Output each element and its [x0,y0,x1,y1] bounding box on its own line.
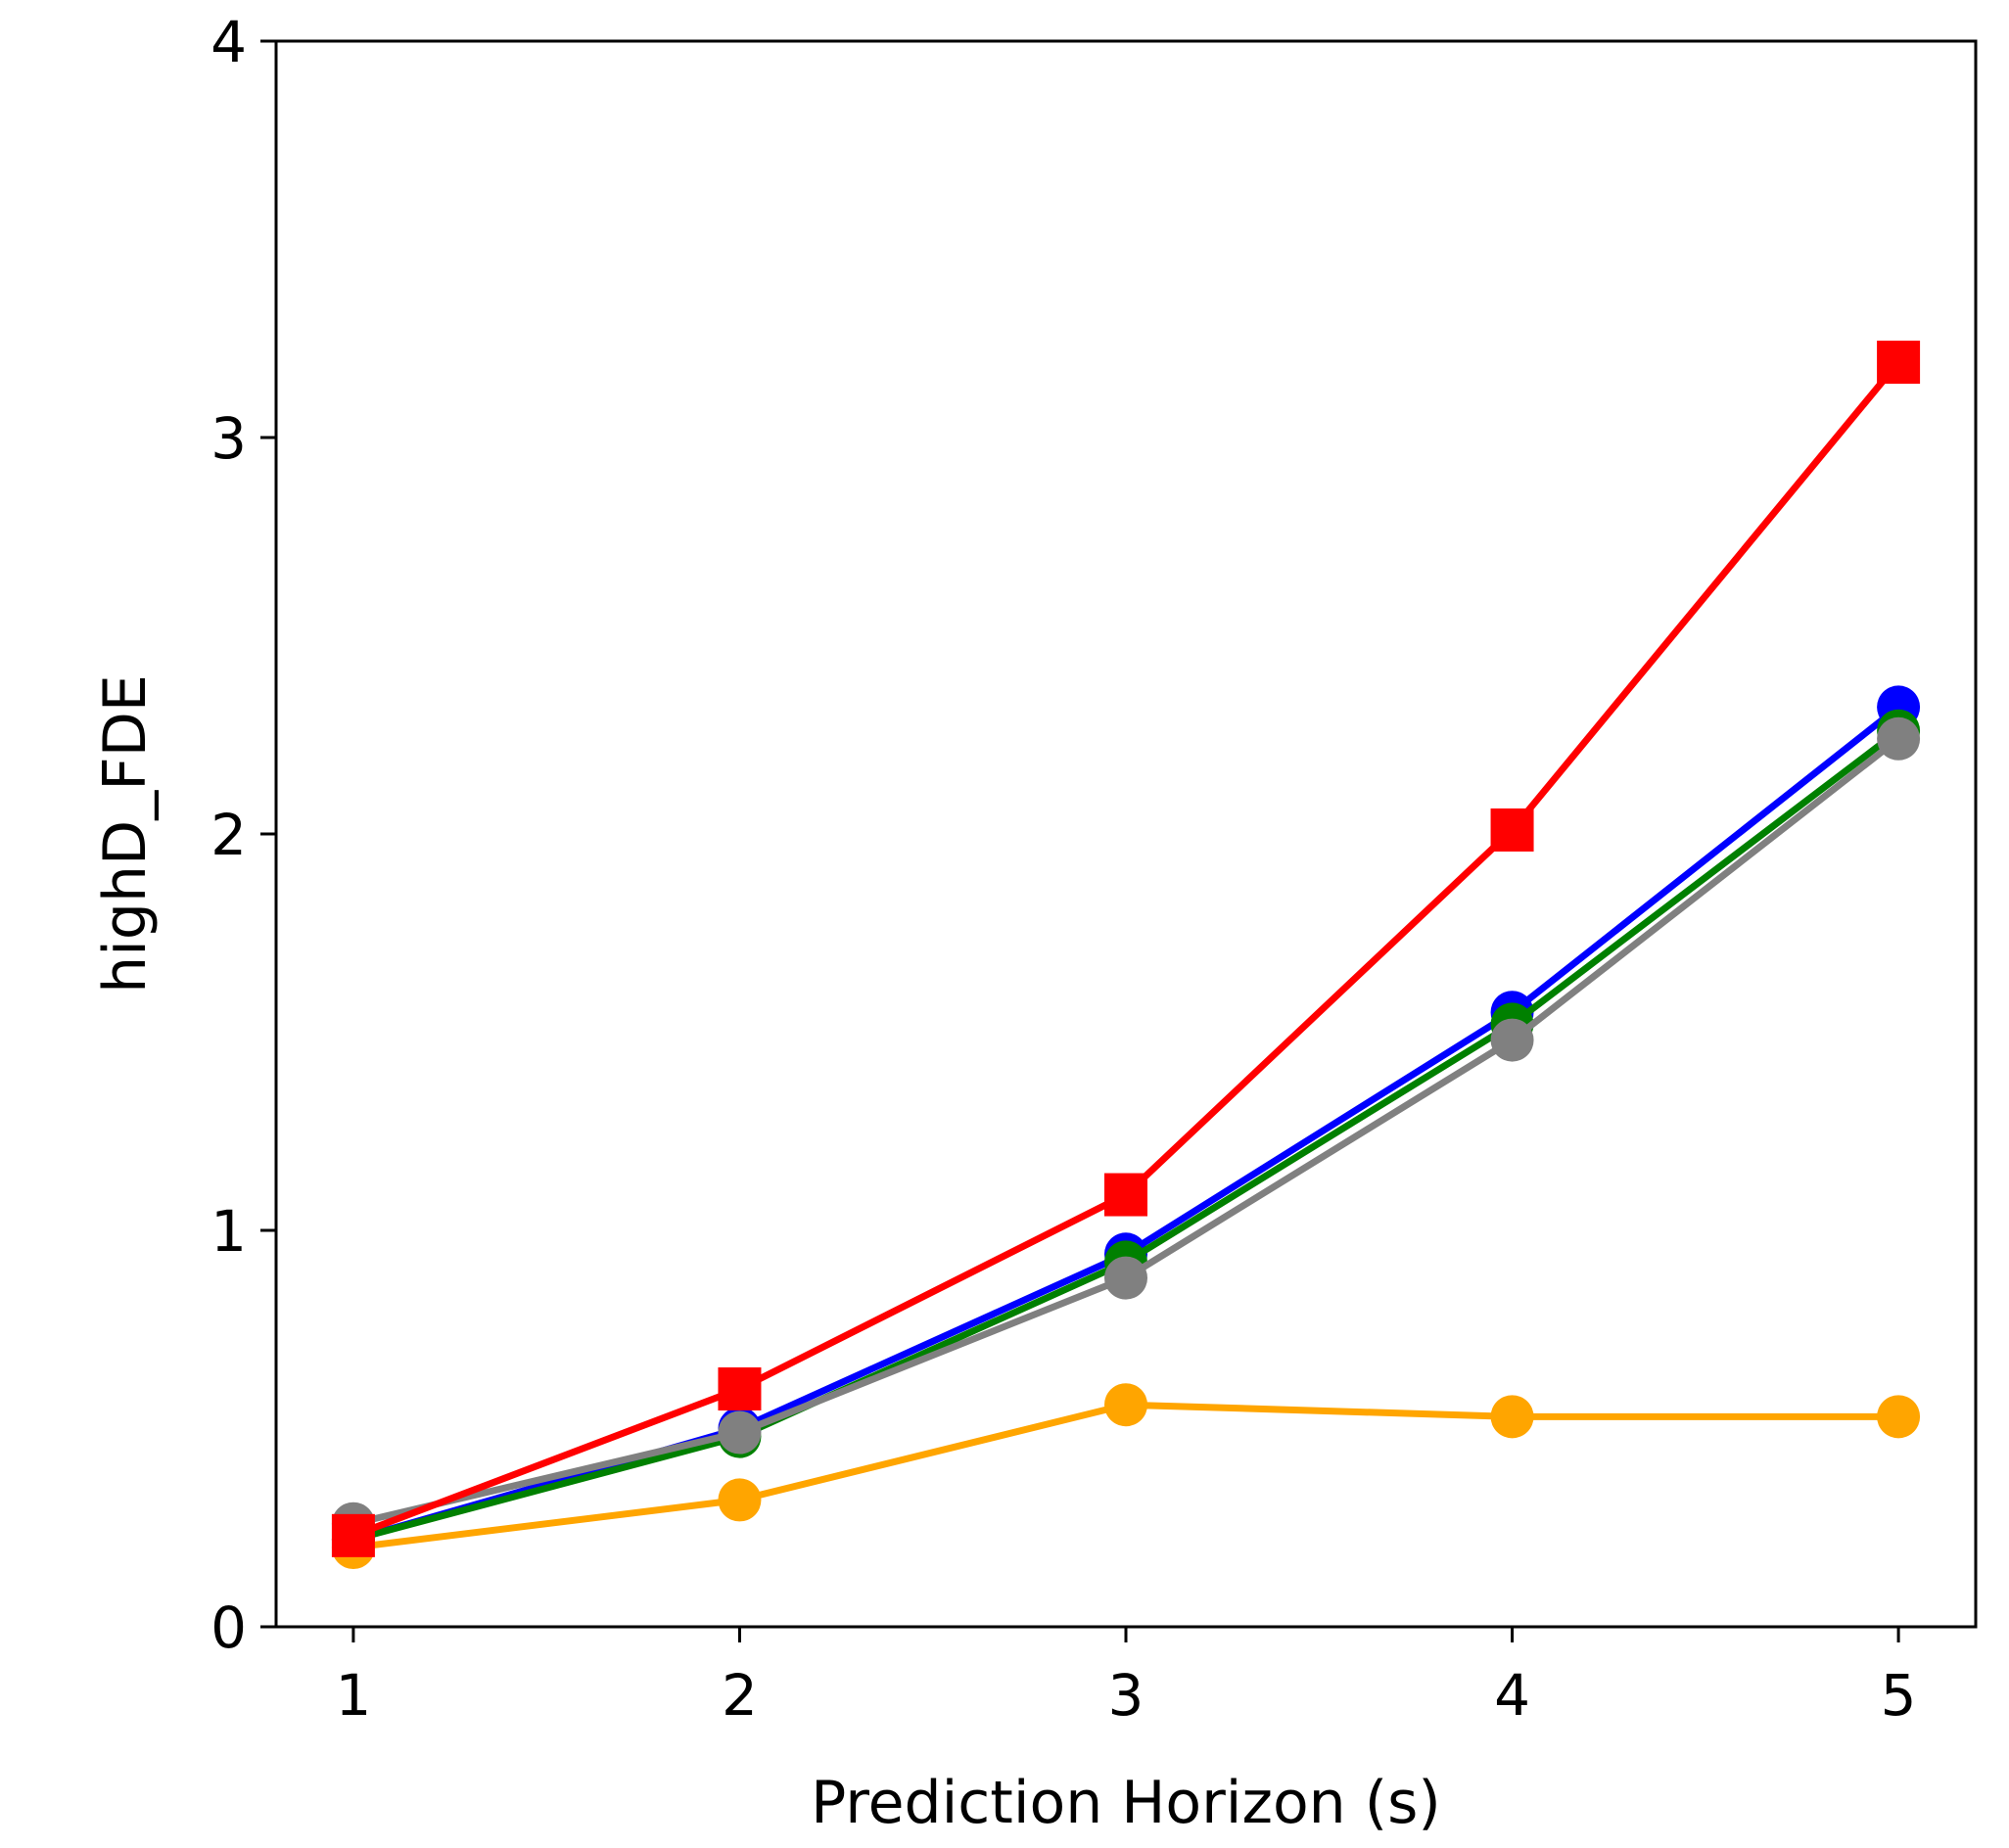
y-tick-label: 1 [210,1198,247,1265]
data-point-gray [1104,1256,1147,1300]
y-tick-label: 4 [210,9,247,75]
data-point-gray [718,1410,762,1455]
axis-layer: 1 2 3 4 5 0 1 2 3 4 [210,9,1916,1729]
data-point-gray [1490,1018,1534,1062]
data-point-orange [1877,1395,1921,1439]
data-point-gray [1877,716,1921,761]
x-tick-label: 5 [1881,1662,1917,1729]
series-red [331,341,1921,1557]
data-point-orange [1490,1395,1534,1439]
series-green [331,709,1921,1561]
data-point-orange [1104,1383,1147,1427]
series-line-red [351,359,1901,1540]
data-point-red [1104,1173,1147,1217]
series-blue [331,685,1921,1561]
x-tick-label: 1 [335,1662,371,1729]
data-point-red [1877,341,1921,385]
series-layer [331,341,1921,1569]
data-point-red [718,1367,762,1410]
x-tick-label: 3 [1108,1662,1145,1729]
y-tick-label: 3 [210,405,247,472]
x-tick-label: 4 [1494,1662,1530,1729]
data-point-orange [718,1478,762,1522]
x-axis-label: Prediction Horizon (s) [811,1769,1441,1837]
x-tick-label: 2 [722,1662,758,1729]
data-point-red [1490,808,1534,852]
series-gray [331,716,1921,1546]
y-tick-label: 0 [210,1594,247,1661]
data-point-red [331,1513,375,1557]
y-tick-label: 2 [210,802,247,868]
y-axis-label: highD_FDE [91,674,160,993]
